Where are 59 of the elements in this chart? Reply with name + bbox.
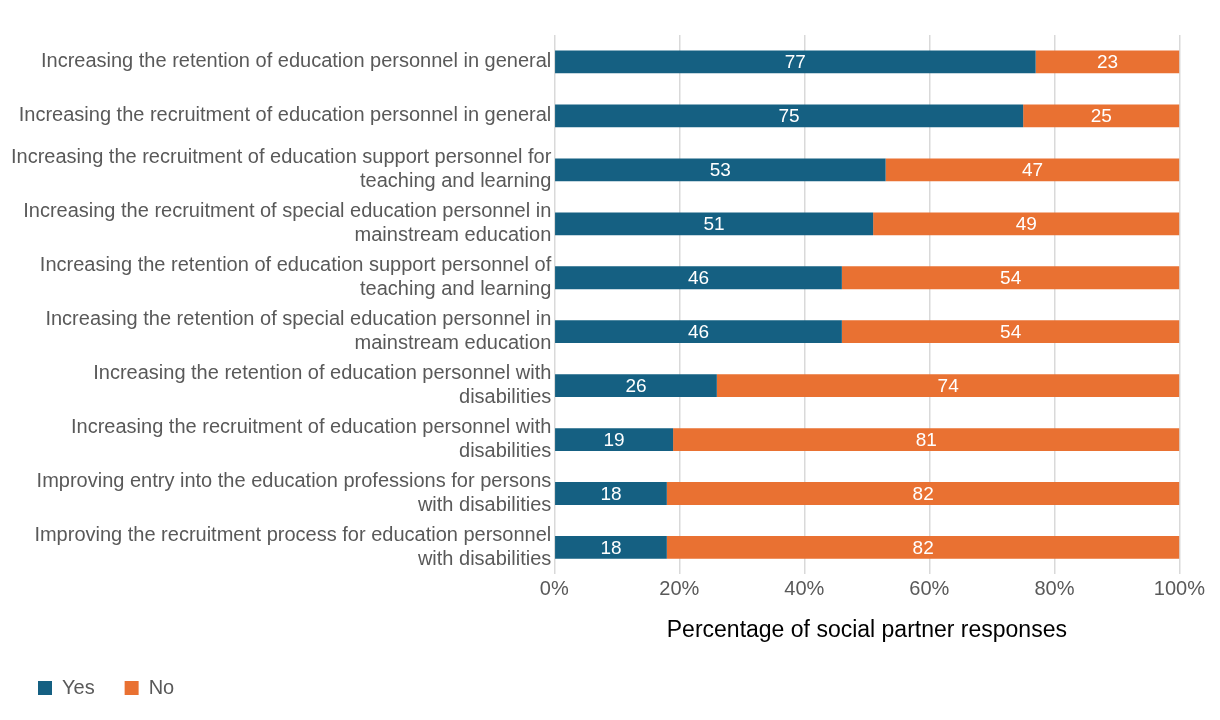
bar: [555, 50, 1036, 74]
y-tick-label: Improving entry into the education professions for persons with disabilities: [36, 469, 552, 516]
data-label: 54: [1000, 266, 1022, 288]
bar: [555, 374, 717, 398]
data-label: 49: [1015, 213, 1037, 235]
legend-label: Yes: [62, 675, 95, 698]
bar: [555, 536, 667, 559]
x-tick-label: 80%: [1034, 576, 1075, 599]
data-label: 46: [687, 266, 710, 288]
x-tick-label: 40%: [784, 576, 825, 599]
y-tick-label: Increasing the retention of education personnel in general: [40, 49, 552, 72]
bar: [673, 428, 1180, 451]
y-tick-label: Increasing the recruitment of education personnel in general: [18, 103, 552, 126]
bar: [1035, 50, 1180, 74]
legend-label: No: [148, 675, 175, 698]
bar: [555, 482, 667, 505]
bar: [885, 158, 1180, 182]
x-tick-label: 60%: [909, 576, 950, 599]
bar: [555, 212, 874, 236]
x-tick-label: 20%: [659, 576, 700, 599]
bar: [555, 158, 886, 182]
data-label: 53: [709, 159, 731, 181]
y-tick-label: Increasing the retention of education support personnel of teaching and learning: [39, 253, 552, 300]
data-label: 26: [625, 374, 647, 396]
data-label: 23: [1096, 51, 1119, 73]
bar: [873, 212, 1180, 236]
data-label: 81: [915, 428, 937, 450]
x-axis-title: Percentage of social partner responses: [666, 615, 1067, 642]
y-tick-label: Increasing the recruitment of education personnel with disabilities: [71, 415, 552, 462]
data-label: 51: [703, 213, 725, 235]
data-label: 82: [912, 536, 934, 558]
y-tick-label: Increasing the retention of special education personnel in mainstream education: [45, 307, 552, 354]
bar: [841, 320, 1180, 344]
bar: [555, 320, 842, 344]
bar: [555, 104, 1024, 128]
data-label: 18: [600, 536, 622, 558]
bar: [666, 482, 1180, 505]
data-label: 46: [687, 320, 710, 342]
y-tick-label: Improving the recruitment process for education personnel with disabilities: [34, 522, 552, 569]
data-label: 82: [912, 482, 934, 504]
bar: [1023, 104, 1180, 128]
x-tick-label: 100%: [1153, 576, 1206, 599]
data-label: 75: [778, 105, 800, 127]
data-label: 77: [784, 51, 806, 73]
data-label: 74: [937, 374, 960, 396]
data-label: 47: [1021, 159, 1044, 181]
bar: [666, 536, 1180, 559]
bar: [716, 374, 1180, 398]
bar: [555, 428, 674, 451]
bar: [555, 266, 842, 290]
data-label: 25: [1090, 105, 1112, 127]
bar: [841, 266, 1180, 290]
y-tick-label: Increasing the recruitment of special education personnel in mainstream education: [23, 199, 552, 246]
y-tick-label: Increasing the recruitment of education support personnel for teaching and learning: [11, 145, 552, 192]
y-tick-label: Increasing the retention of education personnel with disabilities: [93, 361, 552, 408]
data-label: 18: [600, 482, 622, 504]
x-tick-label: 0%: [539, 576, 569, 599]
data-label: 19: [603, 428, 625, 450]
data-label: 54: [1000, 320, 1022, 342]
